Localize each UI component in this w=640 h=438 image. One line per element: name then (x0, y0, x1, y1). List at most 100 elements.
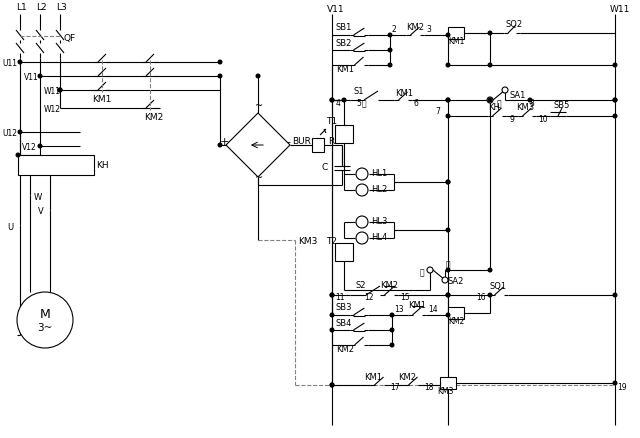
Circle shape (16, 153, 20, 157)
Circle shape (390, 343, 394, 347)
Text: HL2: HL2 (371, 186, 387, 194)
Text: 16: 16 (476, 293, 486, 303)
Circle shape (218, 60, 222, 64)
Text: KM1: KM1 (364, 372, 382, 381)
Text: KM1: KM1 (448, 36, 465, 46)
Circle shape (388, 48, 392, 52)
Text: +: + (220, 137, 229, 147)
Text: W12: W12 (44, 106, 61, 114)
Text: ~: ~ (255, 101, 263, 111)
Circle shape (446, 98, 450, 102)
Text: T1: T1 (326, 117, 337, 127)
Text: 6: 6 (414, 99, 419, 107)
Text: KM1: KM1 (395, 88, 413, 98)
Text: W11: W11 (44, 88, 61, 96)
Text: KM2: KM2 (336, 346, 354, 354)
Bar (448, 307, 464, 319)
Circle shape (330, 293, 334, 297)
Circle shape (256, 74, 260, 78)
Text: SB5: SB5 (554, 102, 570, 110)
Text: T2: T2 (326, 237, 337, 247)
Circle shape (613, 63, 617, 67)
Text: 8: 8 (530, 99, 535, 107)
Text: QF: QF (64, 33, 76, 42)
Text: BUR: BUR (292, 137, 311, 145)
Circle shape (330, 383, 334, 387)
Circle shape (330, 293, 334, 297)
Circle shape (446, 293, 450, 297)
Text: KM3: KM3 (437, 386, 454, 396)
Circle shape (446, 33, 450, 37)
Circle shape (427, 267, 433, 273)
Circle shape (38, 74, 42, 78)
Text: W11: W11 (610, 4, 630, 14)
Circle shape (446, 114, 450, 118)
Circle shape (613, 293, 617, 297)
Text: ~: ~ (255, 173, 263, 183)
Text: SA2: SA2 (448, 278, 465, 286)
Text: S1: S1 (354, 86, 365, 95)
Text: 15: 15 (400, 293, 410, 303)
Polygon shape (226, 113, 290, 177)
Text: U12: U12 (2, 130, 17, 138)
Bar (448, 27, 464, 39)
Text: M: M (40, 308, 51, 321)
Text: KM2: KM2 (398, 372, 416, 381)
Circle shape (488, 268, 492, 272)
Text: 右: 右 (497, 99, 502, 109)
Text: 19: 19 (617, 382, 627, 392)
Text: SB1: SB1 (336, 24, 353, 32)
Text: 7: 7 (435, 107, 440, 117)
Text: W: W (34, 192, 42, 201)
Text: 左: 左 (420, 268, 424, 278)
Text: KM2: KM2 (144, 113, 163, 123)
Circle shape (18, 130, 22, 134)
Circle shape (488, 98, 492, 102)
Text: 右: 右 (446, 261, 451, 269)
Circle shape (330, 328, 334, 332)
Circle shape (330, 98, 334, 102)
Text: 11: 11 (335, 293, 344, 303)
Text: C: C (322, 163, 328, 173)
Circle shape (488, 293, 492, 297)
Text: KM2: KM2 (380, 280, 398, 290)
Circle shape (58, 88, 62, 92)
Circle shape (528, 98, 532, 102)
Text: KM2: KM2 (448, 317, 465, 325)
Circle shape (330, 383, 334, 387)
Circle shape (218, 74, 222, 78)
Circle shape (488, 63, 492, 67)
Text: HL3: HL3 (371, 218, 387, 226)
Text: S2: S2 (356, 282, 367, 290)
Circle shape (446, 63, 450, 67)
Text: 9: 9 (510, 114, 515, 124)
Circle shape (613, 114, 617, 118)
Text: V11: V11 (24, 74, 39, 82)
Text: 12: 12 (364, 293, 374, 303)
Circle shape (390, 328, 394, 332)
Circle shape (38, 144, 42, 148)
Text: 14: 14 (428, 305, 438, 314)
Circle shape (613, 381, 617, 385)
Text: V: V (38, 208, 44, 216)
Bar (18, 155, 94, 175)
Text: 3~: 3~ (37, 323, 52, 333)
Text: 左: 左 (362, 99, 367, 109)
Circle shape (613, 98, 617, 102)
Circle shape (17, 292, 73, 348)
Text: KM1: KM1 (408, 300, 426, 310)
Text: KM1: KM1 (336, 64, 354, 74)
Text: KH: KH (488, 103, 500, 113)
Circle shape (446, 180, 450, 184)
Text: SB3: SB3 (336, 304, 353, 312)
Text: SQ1: SQ1 (490, 283, 507, 292)
Circle shape (58, 88, 62, 92)
Text: SQ2: SQ2 (506, 21, 523, 29)
Bar (440, 377, 456, 389)
Text: KM2: KM2 (406, 24, 424, 32)
Text: 5: 5 (356, 99, 361, 107)
Circle shape (446, 313, 450, 317)
Circle shape (218, 143, 222, 147)
Circle shape (488, 31, 492, 35)
Text: KM3: KM3 (516, 103, 534, 113)
